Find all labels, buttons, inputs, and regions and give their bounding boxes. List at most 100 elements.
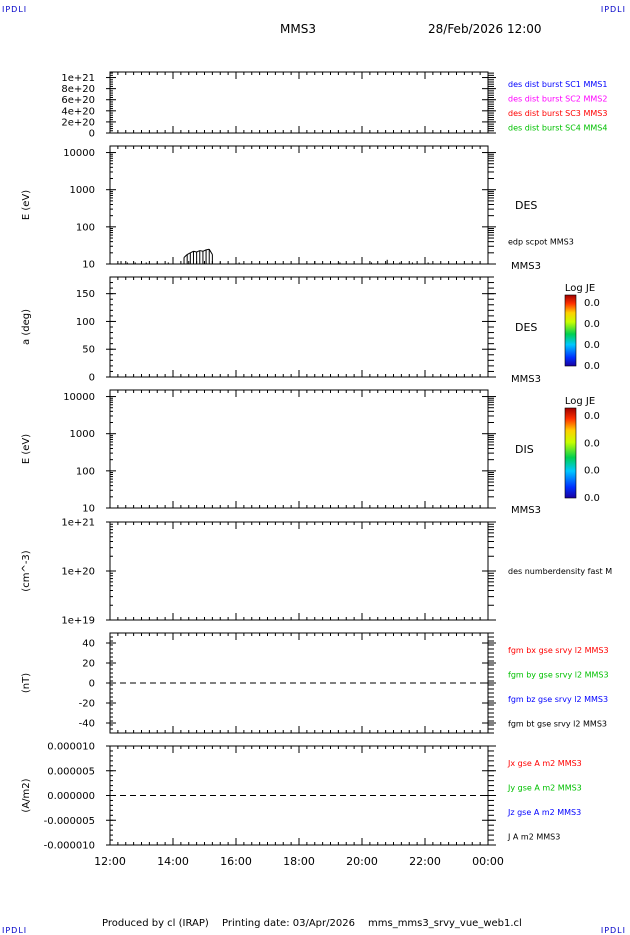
panel-1-ytick-label: 6e+20 [61, 95, 95, 106]
panel-5-ylabel: (cm^-3) [21, 550, 32, 591]
corner-label-bottom-left: IPDLI [2, 926, 28, 935]
panel-6-legend-entry: fgm by gse srvy l2 MMS3 [508, 671, 609, 680]
panel-3-colorbar [564, 294, 577, 367]
time-tick-label: 14:00 [157, 855, 189, 868]
panel-3-ytick-label: 100 [76, 317, 95, 328]
panel-2-ytick-label: 100 [76, 222, 95, 233]
panel-6-ytick-label: -40 [79, 719, 95, 730]
panel-2-overlay-segment [183, 254, 188, 258]
panel-7-ytick-label: -0.000010 [44, 841, 95, 852]
time-tick-label: 18:00 [283, 855, 315, 868]
panel-1-ytick-label: 4e+20 [61, 106, 95, 117]
panel-3-ytick-label: 0 [89, 373, 95, 384]
footer-filename: mms_mms3_srvy_vue_web1.cl [368, 918, 522, 929]
panel-1-ytick-label: 0 [89, 129, 95, 140]
panel-4-colorbar-label: 0.0 [584, 493, 600, 504]
corner-label-top-left: IPDLI [2, 5, 28, 14]
panel-3-colorbar-label: 0.0 [584, 361, 600, 372]
date-time-title: 28/Feb/2026 12:00 [428, 22, 542, 36]
panel-2-overlay-segment [186, 252, 191, 255]
panel-2-side-label: DES [515, 199, 537, 212]
corner-label-top-right: IPDLI [600, 5, 626, 14]
panel-2-frame [109, 145, 489, 265]
panel-7-ytick-label: -0.000005 [44, 816, 95, 827]
panel-4-ytick-label: 1000 [70, 429, 95, 440]
footer-produced-by: Produced by cl (IRAP) [102, 918, 209, 929]
panel-2-overlay-segment [193, 250, 197, 253]
panel-7-legend-entry: J A m2 MMS3 [507, 833, 560, 842]
time-tick-label: 22:00 [409, 855, 441, 868]
panel-1-ytick-label: 8e+20 [61, 84, 95, 95]
panel-6-legend-entry: fgm bz gse srvy l2 MMS3 [508, 695, 608, 704]
panel-4-colorbar-label: 0.0 [584, 466, 600, 477]
panel-7-legend-entry: Jy gse A m2 MMS3 [507, 784, 582, 793]
panel-2-ylabel: E (eV) [21, 190, 32, 220]
panel-2-ytick-label: 10 [82, 260, 95, 271]
panel-3-colorbar-label: 0.0 [584, 298, 600, 309]
panel-2-overlay-segment [205, 248, 210, 251]
panel-4-colorbar-label: 0.0 [584, 438, 600, 449]
panel-6-ylabel: (nT) [21, 673, 32, 693]
panel-3-ylabel: a (deg) [21, 309, 32, 345]
panel-6-ytick-label: 20 [82, 659, 95, 670]
panel-6-ytick-label: 0 [89, 679, 95, 690]
panel-6-ytick-label: -20 [79, 699, 95, 710]
panel-4-frame [109, 389, 489, 509]
spacecraft-title: MMS3 [280, 22, 316, 36]
panel-2-spacecraft-label: MMS3 [511, 261, 541, 272]
panel-7-ytick-label: 0.000005 [47, 766, 95, 777]
panel-4-spacecraft-label: MMS3 [511, 505, 541, 516]
panel-2-overlay-label: edp scpot MMS3 [508, 238, 574, 247]
panel-2-ytick-label: 1000 [70, 185, 95, 196]
panel-2-overlay-series [120, 248, 429, 264]
panel-2-overlay-segment [190, 250, 194, 254]
panel-1-frame [109, 71, 489, 134]
time-tick-label: 16:00 [220, 855, 252, 868]
panel-5-ytick-label: 1e+19 [61, 616, 95, 627]
panel-7-legend-entry: Jz gse A m2 MMS3 [507, 808, 581, 817]
panel-3-spacecraft-label: MMS3 [511, 374, 541, 385]
time-tick-label: 12:00 [94, 855, 126, 868]
panel-6-ytick-label: 40 [82, 639, 95, 650]
panel-6-legend-entry: fgm bt gse srvy l2 MMS3 [508, 720, 607, 729]
panel-3-ytick-label: 50 [82, 345, 95, 356]
panel-1-ytick-label: 1e+21 [61, 73, 95, 84]
panel-4-colorbar [564, 407, 577, 499]
panel-1-legend-entry: des dist burst SC4 MMS4 [508, 124, 607, 133]
footer-printing-date: Printing date: 03/Apr/2026 [222, 918, 355, 929]
panel-4-side-label: DIS [515, 443, 534, 456]
panel-6-legend-entry: fgm bx gse srvy l2 MMS3 [508, 646, 609, 655]
panel-7-ytick-label: 0.000010 [47, 742, 95, 753]
panel-3-colorbar-title: Log JE [565, 283, 595, 294]
panel-2-overlay-segment [202, 249, 207, 252]
panel-7-legend-entry: Jx gse A m2 MMS3 [507, 759, 582, 768]
panel-7-ytick-label: 0.000000 [47, 791, 95, 802]
panel-3-frame [109, 276, 489, 378]
panel-4-ytick-label: 10 [82, 504, 95, 515]
time-tick-label: 00:00 [472, 855, 504, 868]
panel-5-frame [109, 521, 489, 621]
panel-2-ytick-label: 10000 [63, 148, 95, 159]
panel-2-overlay-segment [199, 250, 204, 252]
panel-5-ytick-label: 1e+20 [61, 567, 95, 578]
panel-3-ytick-label: 150 [76, 289, 95, 300]
panel-5-ytick-label: 1e+21 [61, 518, 95, 529]
panel-1-legend-entry: des dist burst SC2 MMS2 [508, 95, 607, 104]
panel-5-legend-entry: des numberdensity fast M [508, 567, 612, 576]
panel-4-ytick-label: 100 [76, 466, 95, 477]
panel-4-colorbar-title: Log JE [565, 396, 595, 407]
panel-4-ytick-label: 10000 [63, 392, 95, 403]
panel-3-colorbar-label: 0.0 [584, 340, 600, 351]
panel-4-ylabel: E (eV) [21, 434, 32, 464]
panel-1-ytick-label: 2e+20 [61, 117, 95, 128]
panel-3-colorbar-label: 0.0 [584, 319, 600, 330]
panel-2-overlay-segment [208, 248, 213, 255]
panel-3-side-label: DES [515, 321, 537, 334]
corner-label-bottom-right: IPDLI [600, 926, 626, 935]
panel-1-legend-entry: des dist burst SC3 MMS3 [508, 109, 607, 118]
panel-4-colorbar-label: 0.0 [584, 411, 600, 422]
time-tick-label: 20:00 [346, 855, 378, 868]
panel-1-legend-entry: des dist burst SC1 MMS1 [508, 80, 607, 89]
panel-2-overlay-segment [196, 250, 200, 253]
